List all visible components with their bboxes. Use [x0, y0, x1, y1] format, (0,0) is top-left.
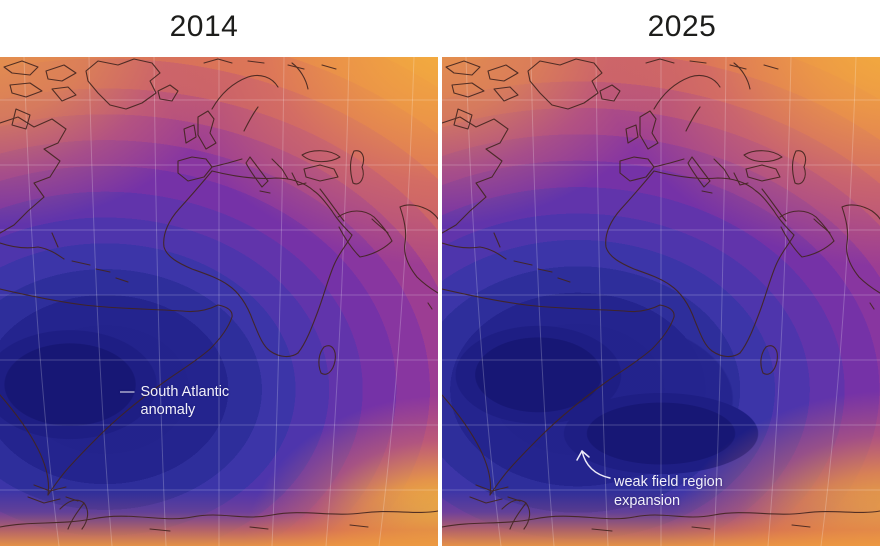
annotation-south-atlantic-anomaly: — South Atlantic anomaly — [120, 383, 229, 419]
curved-arrow-icon — [576, 450, 611, 479]
annotation-text: South Atlantic anomaly — [141, 383, 230, 419]
world-coastlines-graticule — [0, 57, 438, 546]
panel-divider — [438, 57, 442, 546]
annotation-leader-dash: — — [120, 384, 135, 400]
annotation-line-1: weak field region — [614, 474, 723, 490]
annotation-line-1: South Atlantic — [140, 384, 230, 400]
annotation-line-2: expansion — [614, 493, 681, 509]
map-panel-2025: weak field region expansion — [442, 57, 880, 546]
annotation-weak-field-expansion: weak field region expansion — [614, 473, 723, 511]
map-row: — South Atlantic anomaly weak field regi… — [0, 57, 880, 546]
annotation-line-2: anomaly — [140, 402, 196, 418]
panel-title-2025: 2025 — [647, 10, 717, 43]
map-panel-2014: — South Atlantic anomaly — [0, 57, 438, 546]
panel-title-2014: 2014 — [169, 10, 239, 43]
